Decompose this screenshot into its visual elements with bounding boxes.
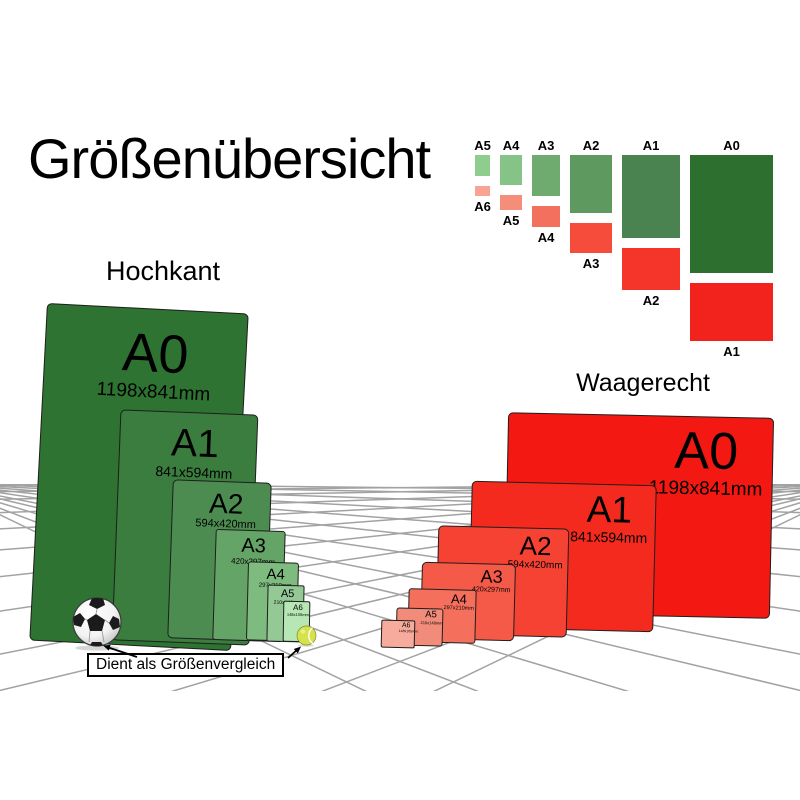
chart-landscape-label: A3 bbox=[582, 256, 600, 271]
panel-text: A1 841x594mm bbox=[566, 488, 651, 546]
chart-portrait-label: A0 bbox=[723, 138, 740, 153]
chart-landscape-label: A4 bbox=[537, 230, 555, 245]
chart-portrait-rect bbox=[532, 155, 560, 196]
chart-portrait-label: A5 bbox=[474, 138, 491, 153]
chart-column-a4: A4 A5 bbox=[500, 134, 522, 379]
comparison-label: Dient als Größenvergleich bbox=[87, 653, 285, 677]
chart-landscape-label: A2 bbox=[642, 293, 660, 308]
panel-format-label: A2 bbox=[519, 530, 552, 562]
panel-format-label: A0 bbox=[673, 421, 739, 482]
chart-landscape-label: A5 bbox=[502, 213, 520, 228]
panel-dimensions: 841x594mm bbox=[570, 527, 648, 546]
panel-format-label: A4 bbox=[450, 591, 468, 607]
chart-portrait-label: A1 bbox=[642, 138, 660, 153]
page-title: Größenübersicht bbox=[28, 127, 431, 190]
chart-column-a5: A5 A6 bbox=[474, 134, 491, 379]
chart-landscape-label: A6 bbox=[474, 199, 491, 214]
portrait-heading: Hochkant bbox=[105, 256, 221, 286]
panel-text: A0 1198x841mm bbox=[645, 421, 768, 501]
chart-portrait-rect bbox=[475, 155, 490, 176]
chart-column-a0: A0 A1 bbox=[690, 134, 773, 379]
chart-landscape-rect bbox=[475, 186, 490, 196]
panel-format-label: A3 bbox=[480, 566, 503, 587]
panel-dimensions: 1198x841mm bbox=[648, 477, 763, 501]
panel-format-label: A1 bbox=[586, 488, 633, 531]
chart-landscape-rect bbox=[500, 195, 522, 210]
format-overview-chart: A5 A6 A4 A5 A3 A4 A2 A3 A1 A2 A0 A1 bbox=[470, 134, 795, 379]
chart-landscape-rect bbox=[690, 283, 773, 341]
panel-dimensions: 210x148mm bbox=[420, 620, 443, 626]
chart-portrait-rect bbox=[570, 155, 612, 213]
chart-column-a3: A3 A4 bbox=[532, 134, 560, 379]
chart-column-a2: A2 A3 bbox=[570, 134, 612, 379]
panel-dimensions: 297x210mm bbox=[443, 605, 474, 613]
panel-text: A6 148x105mm bbox=[398, 622, 419, 634]
panel-dimensions: 148x105mm bbox=[398, 629, 419, 634]
panel-format-label: A5 bbox=[425, 609, 438, 621]
red-panel-a6: A6 148x105mm bbox=[380, 619, 419, 649]
landscape-heading: Waagerecht bbox=[576, 369, 710, 397]
chart-portrait-rect bbox=[690, 155, 773, 273]
chart-portrait-label: A4 bbox=[502, 138, 520, 153]
chart-portrait-rect bbox=[622, 155, 680, 238]
chart-landscape-rect bbox=[622, 248, 680, 290]
chart-column-a1: A1 A2 bbox=[622, 134, 680, 379]
chart-portrait-rect bbox=[500, 155, 522, 185]
chart-landscape-rect bbox=[570, 223, 612, 253]
chart-landscape-rect bbox=[532, 206, 560, 227]
chart-portrait-label: A3 bbox=[537, 138, 555, 153]
chart-landscape-label: A1 bbox=[723, 344, 740, 359]
chart-portrait-label: A2 bbox=[582, 138, 600, 153]
